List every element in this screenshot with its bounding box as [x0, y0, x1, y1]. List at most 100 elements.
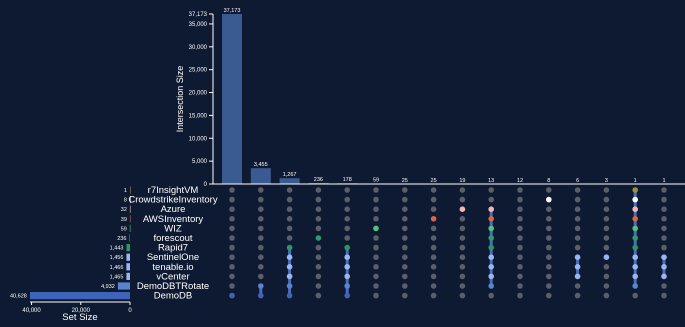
membership-dot — [546, 264, 552, 270]
membership-dot — [661, 283, 667, 289]
membership-dot — [430, 225, 437, 232]
membership-dot-active — [546, 196, 552, 203]
set-size-label: 1,456 — [110, 255, 124, 261]
set-axis-tick-label: 20,000 — [72, 308, 91, 314]
membership-dot — [546, 235, 552, 241]
membership-dot — [315, 206, 322, 212]
membership-dot-active — [344, 264, 351, 270]
membership-dot-active — [603, 254, 610, 260]
membership-dot — [373, 216, 379, 222]
membership-dot — [574, 283, 581, 289]
membership-dot — [546, 187, 552, 193]
membership-dot — [603, 206, 610, 212]
membership-dot-active — [488, 264, 495, 270]
intersection-bar-label: 59 — [373, 178, 379, 184]
membership-dot — [229, 196, 235, 203]
membership-dot — [315, 292, 322, 299]
membership-dot-active — [661, 273, 667, 280]
membership-dot — [402, 206, 408, 212]
y-tick-label: 5,000 — [192, 159, 208, 165]
membership-dot — [430, 206, 437, 212]
membership-dot — [315, 244, 322, 251]
intersection-bar-label: 3 — [605, 178, 608, 184]
membership-dot — [517, 283, 523, 289]
membership-dot — [430, 187, 437, 193]
membership-dot — [603, 187, 610, 193]
membership-dot — [286, 225, 293, 232]
membership-dot-active — [574, 273, 581, 280]
membership-dot — [430, 273, 437, 280]
membership-dot-active — [286, 283, 293, 289]
set-size-bar — [126, 272, 130, 280]
set-axis-tick-label: 0 — [128, 308, 132, 314]
membership-dot — [258, 216, 264, 222]
membership-dot — [603, 283, 610, 289]
set-label: tenable.io — [152, 262, 193, 273]
membership-dot-active — [632, 273, 638, 280]
membership-dot-active — [574, 264, 581, 270]
membership-dot — [574, 216, 581, 222]
membership-dot-active — [632, 196, 638, 203]
set-size-bar — [30, 292, 130, 300]
membership-dot — [488, 196, 495, 203]
membership-dot — [517, 292, 523, 299]
membership-dot — [517, 244, 523, 251]
membership-dot — [373, 283, 379, 289]
membership-dot-active — [661, 254, 667, 260]
set-size-bar — [126, 253, 130, 261]
membership-dot — [546, 283, 552, 289]
membership-dot — [661, 235, 667, 241]
membership-dot — [373, 244, 379, 251]
membership-dot — [603, 264, 610, 270]
membership-dot-active — [632, 254, 638, 260]
membership-dot-active — [344, 273, 351, 280]
membership-dot — [546, 292, 552, 299]
membership-dot — [430, 264, 437, 270]
membership-dot — [661, 292, 667, 299]
membership-dot-active — [488, 273, 495, 280]
membership-dot-active — [488, 216, 495, 222]
intersection-bar-label: 8 — [547, 178, 550, 184]
set-size-bar — [129, 234, 131, 242]
y-axis-title: Intersection Size — [175, 66, 185, 133]
set-size-bar — [129, 215, 131, 223]
set-label: vCenter — [156, 271, 189, 282]
membership-dot-active — [632, 244, 638, 251]
membership-dot — [315, 283, 322, 289]
set-size-label: 4,932 — [101, 284, 115, 290]
membership-dot-active — [488, 235, 495, 241]
membership-dot — [459, 196, 466, 203]
membership-dot-active — [344, 254, 351, 260]
intersection-bar-label: 25 — [402, 178, 408, 184]
set-size-label: 1,443 — [110, 246, 124, 252]
membership-dot-active — [488, 206, 495, 212]
membership-dot — [603, 196, 610, 203]
membership-dot — [459, 244, 466, 251]
membership-dot-active — [344, 283, 351, 289]
membership-dot-active — [373, 225, 379, 232]
membership-dot — [344, 216, 351, 222]
membership-dot — [430, 235, 437, 241]
intersection-bar-label: 178 — [343, 177, 352, 183]
membership-dot — [344, 206, 351, 212]
membership-dot — [315, 273, 322, 280]
membership-dot — [229, 187, 235, 193]
intersection-bar — [279, 178, 300, 184]
membership-dot — [517, 264, 523, 270]
membership-dot — [344, 196, 351, 203]
membership-dot — [229, 225, 235, 232]
membership-dot — [315, 187, 322, 193]
y-tick-label: 37,173 — [189, 12, 208, 18]
membership-dot — [603, 225, 610, 232]
set-size-label: 32 — [121, 207, 127, 213]
intersection-bar — [250, 168, 271, 184]
membership-dot-active — [661, 264, 667, 270]
set-size-bar — [129, 186, 131, 194]
y-tick-label: 35,000 — [189, 22, 208, 28]
membership-dot — [517, 254, 523, 260]
membership-dot — [661, 206, 667, 212]
set-label: DemoDBTRotate — [137, 281, 209, 292]
intersection-bar — [308, 182, 329, 184]
membership-dot-active — [632, 235, 638, 241]
